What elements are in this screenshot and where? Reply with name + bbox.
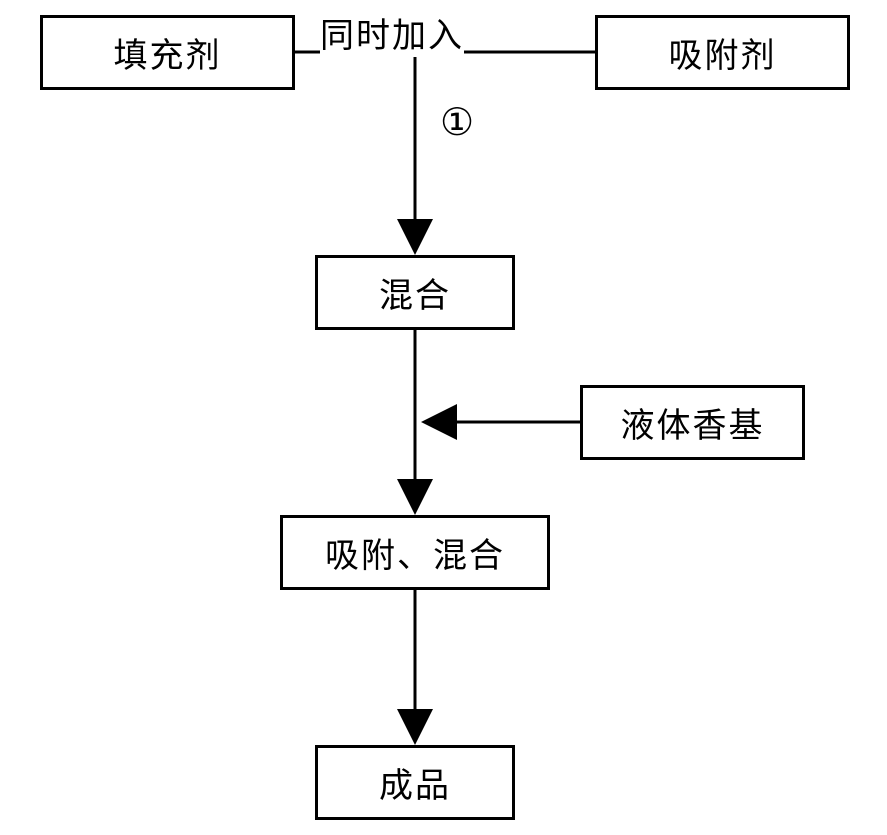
annotation-simultaneous: 同时加入 [320,8,464,57]
annotation-simultaneous-text: 同时加入 [320,18,464,55]
node-adsorbent: 吸附剂 [595,15,850,90]
node-filler: 填充剂 [40,15,295,90]
node-mix: 混合 [315,255,515,330]
node-product: 成品 [315,745,515,820]
node-adsorb-mix-label: 吸附、混合 [325,528,505,577]
node-adsorb-mix: 吸附、混合 [280,515,550,590]
node-product-label: 成品 [379,758,451,807]
annotation-step1-text: ① [440,102,476,144]
node-liquid-fragrance-label: 液体香基 [621,398,765,447]
node-filler-label: 填充剂 [114,28,222,77]
node-mix-label: 混合 [379,268,451,317]
annotation-step1: ① [440,100,476,145]
node-adsorbent-label: 吸附剂 [669,28,777,77]
node-liquid-fragrance: 液体香基 [580,385,805,460]
